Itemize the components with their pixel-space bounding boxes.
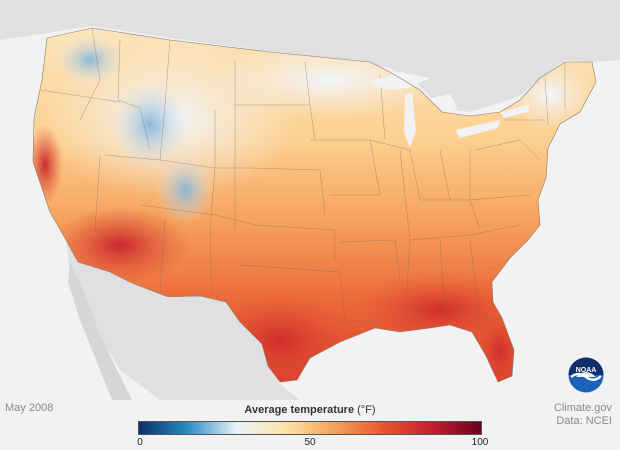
date-label: May 2008: [5, 402, 54, 414]
credit-climate-gov: Climate.gov: [553, 402, 612, 414]
legend-tick-max: 100: [471, 437, 489, 448]
baja-peninsula: [68, 262, 132, 400]
legend-title: Average temperature (°F): [138, 403, 482, 417]
temperature-map: [0, 0, 620, 400]
legend-tick-mid: 50: [304, 437, 316, 448]
state-boundaries: [39, 28, 566, 323]
legend-title-text: Average temperature: [244, 404, 355, 416]
legend-unit: (°F): [357, 404, 376, 416]
great-lakes: [368, 72, 530, 148]
legend-ticks: 0 50 100: [137, 435, 488, 449]
color-legend: Average temperature (°F) 0 50 100: [137, 403, 488, 449]
credit-data-source: Data: NCEI: [556, 415, 612, 427]
us-outline: [32, 27, 597, 383]
svg-text:NOAA: NOAA: [576, 367, 597, 374]
noaa-logo: NOAA: [568, 357, 604, 393]
legend-color-bar: [138, 421, 482, 435]
legend-tick-min: 0: [137, 437, 143, 448]
credits: Climate.gov Data: NCEI: [554, 402, 612, 428]
mexico-landmass: [66, 242, 300, 400]
us-map-svg: [0, 0, 620, 400]
